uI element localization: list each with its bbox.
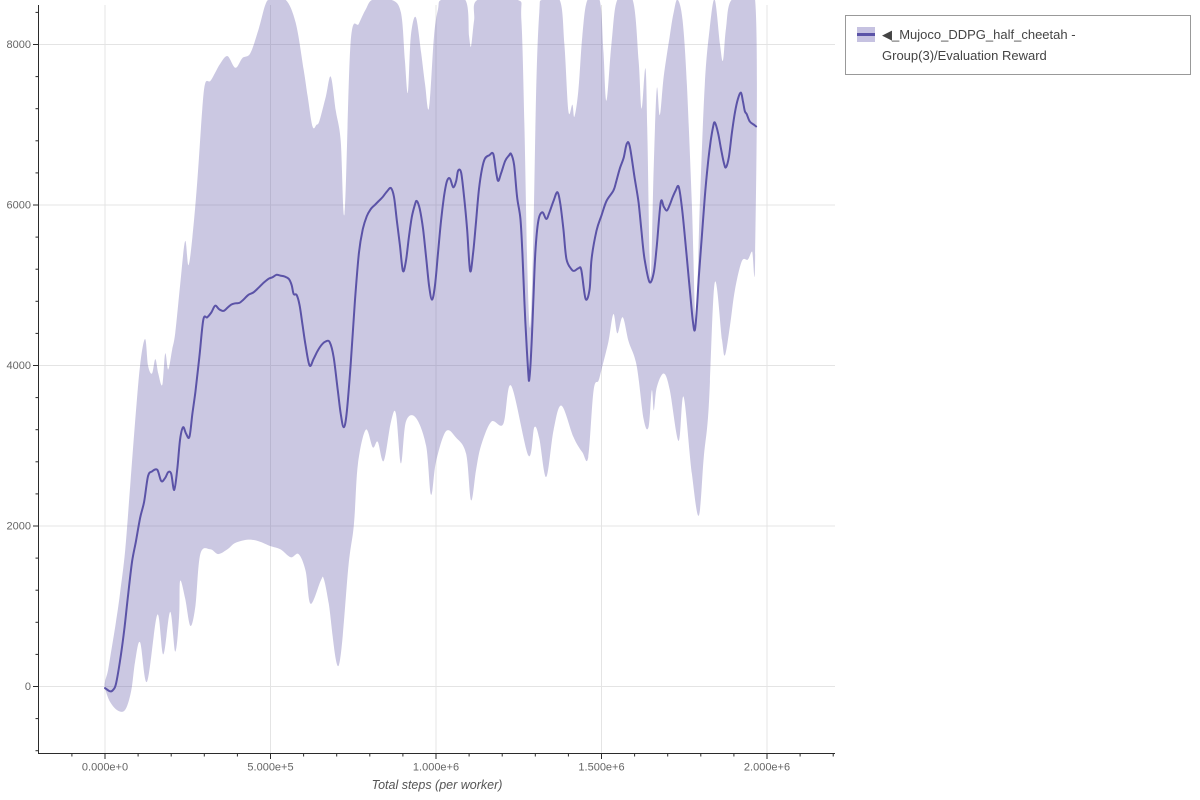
tick-labels: 0.000e+0 5.000e+5 1.000e+6 1.500e+6 2.000e+6… bbox=[7, 39, 791, 774]
y-tick-label: 6000 bbox=[7, 200, 31, 212]
legend-band-swatch bbox=[857, 27, 875, 42]
y-tick-label: 8000 bbox=[7, 39, 31, 51]
series-band bbox=[104, 0, 757, 712]
x-axis-title: Total steps (per worker) bbox=[371, 778, 503, 792]
x-tick-label: 1.500e+6 bbox=[578, 762, 624, 774]
series-line bbox=[104, 91, 758, 693]
legend-line-swatch bbox=[857, 33, 875, 36]
y-tick-label: 4000 bbox=[7, 360, 31, 372]
y-tick-label: 2000 bbox=[7, 521, 31, 533]
axes bbox=[33, 5, 835, 759]
x-tick-label: 1.000e+6 bbox=[413, 762, 459, 774]
y-tick-label: 0 bbox=[25, 681, 31, 693]
legend: ◀_Mujoco_DDPG_half_cheetah - Group(3)/Ev… bbox=[845, 15, 1191, 75]
gridlines bbox=[38, 5, 835, 753]
x-tick-label: 2.000e+6 bbox=[744, 762, 790, 774]
legend-item[interactable]: ◀_Mujoco_DDPG_half_cheetah - Group(3)/Ev… bbox=[856, 24, 1180, 66]
legend-label: ◀_Mujoco_DDPG_half_cheetah - Group(3)/Ev… bbox=[882, 27, 1076, 63]
x-tick-label: 5.000e+5 bbox=[247, 762, 293, 774]
x-tick-label: 0.000e+0 bbox=[82, 762, 128, 774]
